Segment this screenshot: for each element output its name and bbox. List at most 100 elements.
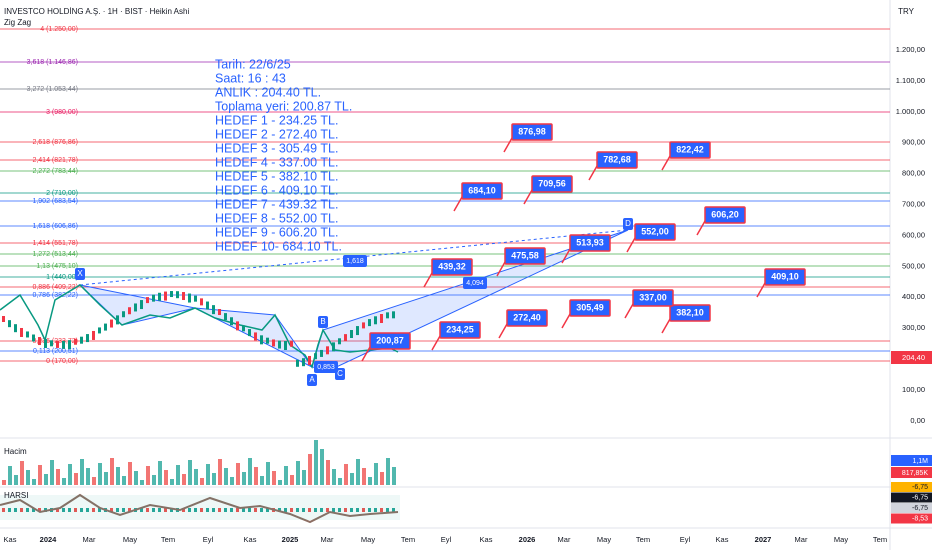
harsi-bar (236, 508, 239, 512)
fib-label: 4 (1.250,00) (40, 26, 78, 33)
harsi-bar (254, 508, 257, 512)
harsi-bar (266, 508, 269, 512)
candle (104, 323, 107, 331)
harsi-bar (32, 508, 35, 512)
volume-bar (212, 473, 216, 485)
candle (344, 334, 347, 342)
candle (266, 337, 269, 344)
candle (308, 355, 311, 365)
candle (146, 297, 149, 304)
time-label: Tem (873, 535, 887, 544)
harsi-bar (278, 508, 281, 512)
price-label: 800,00 (902, 169, 925, 178)
harsi-bar (188, 508, 191, 512)
candle (20, 327, 23, 337)
target-box (704, 206, 746, 224)
ratio-label: 1,618 (346, 258, 364, 265)
volume-label: 817,85K (902, 470, 928, 477)
candle (362, 322, 365, 329)
harsi-bar (362, 508, 365, 512)
pattern-point: B (320, 317, 325, 326)
currency[interactable]: TRY (898, 7, 915, 16)
harsi-bar (158, 508, 161, 512)
time-label: Mar (83, 535, 96, 544)
target-box (369, 332, 411, 350)
time-label: May (123, 535, 137, 544)
candle (260, 335, 263, 345)
price-label: 100,00 (902, 385, 925, 394)
time-label: Eyl (680, 535, 691, 544)
target-box (439, 321, 481, 339)
harsi-bar (386, 508, 389, 512)
harsi-bar (116, 508, 119, 512)
pattern-point: D (625, 219, 631, 228)
volume-bar (296, 461, 300, 485)
target-label: 305,49 (576, 302, 604, 312)
volume-bar (248, 458, 252, 485)
volume-bar (254, 467, 258, 485)
harsi-bar (302, 508, 305, 512)
time-label: May (834, 535, 848, 544)
harsi-bar (38, 508, 41, 512)
candle (290, 340, 293, 347)
harsi-bar (350, 508, 353, 512)
volume-bar (44, 474, 48, 485)
harsi-bar (56, 508, 59, 512)
volume-bar (314, 440, 318, 485)
last-price: 204,40 (902, 353, 925, 362)
harsi-bar (20, 508, 23, 512)
target-box (431, 258, 473, 276)
harsi-bar (326, 508, 329, 512)
candle (134, 303, 137, 312)
candle (164, 291, 167, 301)
volume-bar (134, 471, 138, 485)
last-price-box (891, 351, 932, 364)
time-label: 2024 (40, 535, 58, 544)
volume-title: Hacim (4, 447, 27, 456)
harsi-bar (62, 508, 65, 512)
candle (302, 358, 305, 367)
volume-label: 1,1M (912, 458, 928, 465)
volume-bar (266, 462, 270, 485)
candle (368, 319, 371, 327)
harsi-bar (338, 508, 341, 512)
candle (98, 327, 101, 334)
candle (38, 337, 41, 346)
volume-bar (26, 470, 30, 485)
volume-bar (128, 462, 132, 485)
candle (248, 329, 251, 337)
harsi-label: -6,75 (912, 484, 928, 491)
volume-bar (290, 475, 294, 485)
harsi-label-box (891, 482, 932, 492)
target-box (531, 175, 573, 193)
candle (158, 292, 161, 301)
volume-bar (50, 460, 54, 485)
candle (284, 340, 287, 350)
harsi-bar (98, 508, 101, 512)
volume-bar (32, 479, 36, 485)
target-arrow (561, 313, 571, 329)
target-arrow (561, 248, 571, 264)
harsi-bar (260, 508, 263, 512)
candle (44, 338, 47, 348)
note-line: Tarih: 22/6/25 (215, 57, 291, 71)
fib-label: 3 (980,00) (46, 109, 78, 116)
ratio-box (314, 361, 338, 373)
target-box (634, 223, 676, 241)
volume-bar (146, 466, 150, 485)
candle (2, 316, 5, 322)
time-label: Kas (480, 535, 493, 544)
price-label: 0,00 (910, 416, 925, 425)
price-label: 900,00 (902, 138, 925, 147)
target-label: 200,87 (376, 335, 404, 345)
volume-bar (20, 461, 24, 485)
candle (116, 315, 119, 325)
volume-bar (224, 468, 228, 485)
harsi-bar (356, 508, 359, 512)
volume-bar (194, 469, 198, 485)
harsi-bar (320, 508, 323, 512)
harsi-bar (332, 508, 335, 512)
harsi-bar (374, 508, 377, 512)
candle (86, 334, 89, 343)
candle (272, 339, 275, 347)
